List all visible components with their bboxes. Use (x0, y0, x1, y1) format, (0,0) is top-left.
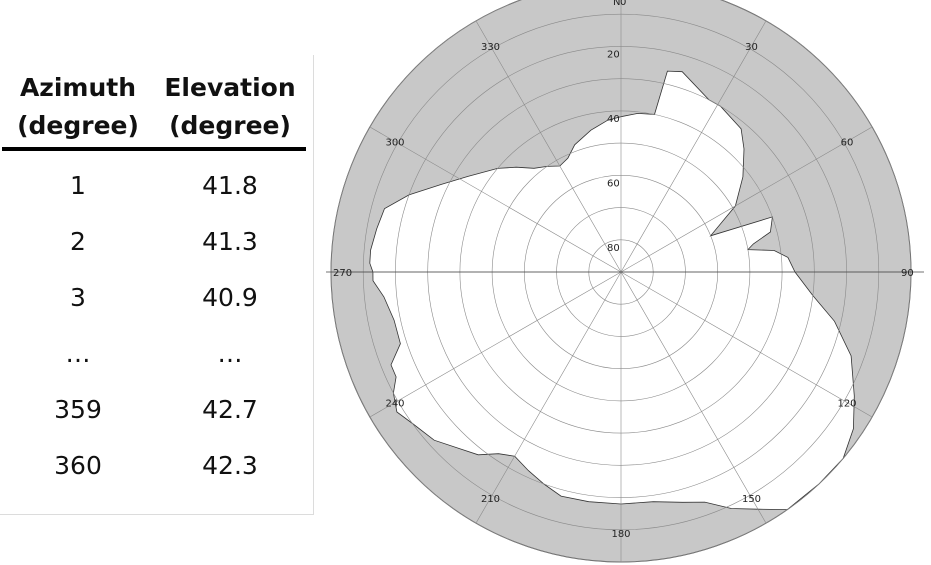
azimuth-column-header: Azimuth (degree) (2, 55, 154, 149)
azimuth-tick-label: 270 (333, 268, 352, 279)
azimuth-header-line1: Azimuth (19, 73, 137, 102)
elevation-cell: 42.3 (202, 450, 258, 480)
grid-spoke (620, 126, 873, 273)
azimuth-tick-label: 240 (385, 399, 404, 410)
elevation-tick-label: 20 (607, 49, 620, 60)
elevation-header-line2: (degree) (169, 111, 291, 140)
azimuth-zero-label: 0 (620, 0, 626, 8)
azimuth-cell: 2 (70, 226, 86, 256)
azimuth-cell: 360 (54, 450, 102, 480)
visible-sky-area (369, 70, 855, 511)
elevation-header-line1: Elevation (164, 73, 296, 102)
azimuth-tick-label: 210 (481, 494, 500, 505)
grid-spoke (369, 271, 622, 418)
elevation-column-header: Elevation (degree) (154, 55, 306, 149)
grid-spoke (620, 20, 767, 273)
elevation-table-panel: Azimuth (degree) Elevation (degree) 1 41.… (0, 55, 314, 515)
grid-spoke (620, 271, 873, 418)
horizon-polar-chart: 30 60 90 120 150 180 210 240 270 300 330 0 20 40 60 80… (326, 0, 924, 563)
azimuth-tick-label: 150 (742, 494, 761, 505)
table-row: 3 40.9 (2, 269, 306, 325)
north-label: N (613, 0, 620, 8)
grid-spoke (620, 271, 767, 524)
azimuth-cell: … (65, 338, 91, 368)
angular-grid-spokes (326, 0, 924, 562)
elevation-cell: … (217, 338, 243, 368)
table-header-row: Azimuth (degree) Elevation (degree) (2, 55, 306, 149)
azimuth-tick-label: 120 (837, 399, 856, 410)
azimuth-elevation-table: Azimuth (degree) Elevation (degree) 1 41.… (2, 55, 306, 493)
grid-spoke (475, 20, 622, 273)
azimuth-cell: 3 (70, 282, 86, 312)
grid-spoke (369, 126, 622, 273)
elevation-cell: 41.3 (202, 226, 258, 256)
azimuth-header-line2: (degree) (17, 111, 139, 140)
table-row: 360 42.3 (2, 437, 306, 493)
azimuth-tick-label: 30 (745, 42, 758, 53)
azimuth-tick-label: 180 (611, 529, 630, 540)
grid-spoke (475, 271, 622, 524)
table-row: 2 41.3 (2, 213, 306, 269)
azimuth-tick-label: 90 (901, 268, 914, 279)
elevation-cell: 41.8 (202, 170, 258, 200)
azimuth-cell: 359 (54, 394, 102, 424)
azimuth-cell: 1 (70, 170, 86, 200)
azimuth-tick-label: 330 (481, 42, 500, 53)
elevation-cell: 42.7 (202, 394, 258, 424)
elevation-tick-label: 60 (607, 178, 620, 189)
elevation-tick-label: 40 (607, 114, 620, 125)
azimuth-tick-labels: 30 60 90 120 150 180 210 240 270 300 330 0 (333, 0, 914, 540)
table-row: …… (2, 325, 306, 381)
elevation-cell: 40.9 (202, 282, 258, 312)
table-row: 359 42.7 (2, 381, 306, 437)
azimuth-tick-label: 60 (841, 138, 854, 149)
elevation-tick-labels: 20 40 60 80 (607, 49, 620, 253)
elevation-tick-label: 80 (607, 243, 620, 254)
azimuth-tick-label: 300 (385, 138, 404, 149)
table-row: 1 41.8 (2, 149, 306, 213)
